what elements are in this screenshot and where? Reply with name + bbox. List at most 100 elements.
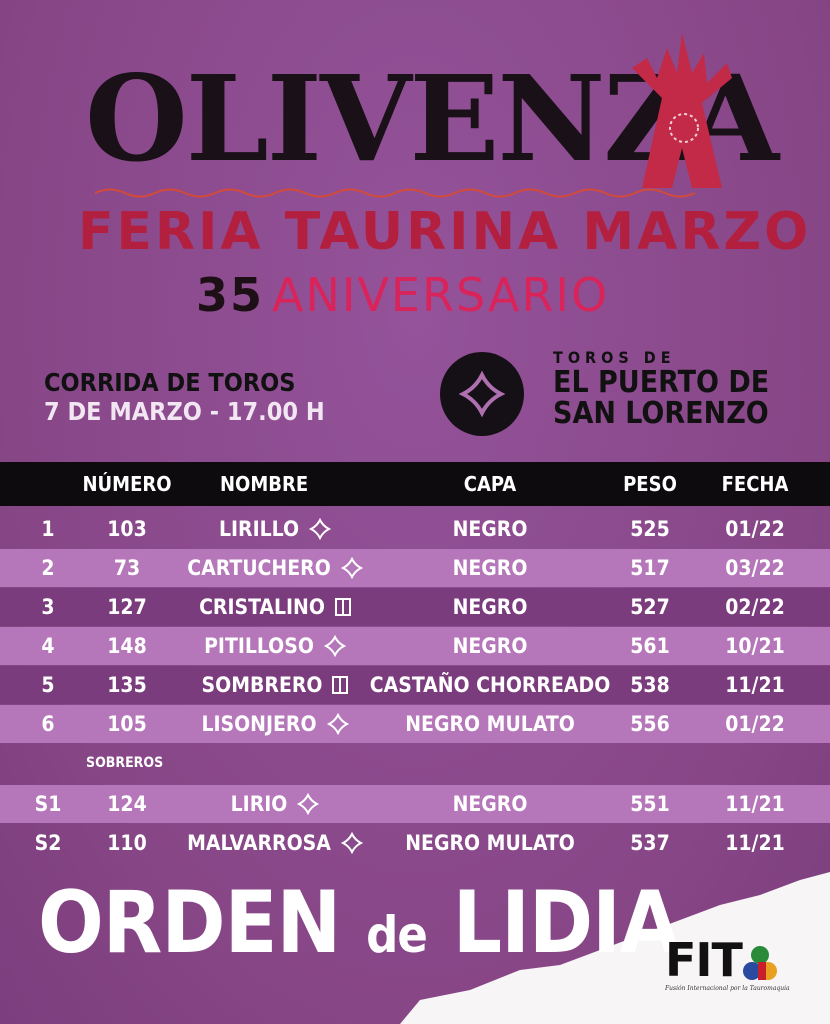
cross-brand-icon xyxy=(459,371,505,417)
row-peso: 527 xyxy=(630,595,670,619)
ganaderia-prefix: TOROS DE xyxy=(553,348,676,367)
cross-brand-icon xyxy=(326,713,349,735)
title-lidia: LIDIA xyxy=(426,873,680,973)
title-de: de xyxy=(366,906,428,964)
row-capa: NEGRO xyxy=(452,792,528,816)
row-index: S1 xyxy=(34,792,62,816)
ganaderia-name-2: SAN LORENZO xyxy=(553,396,769,431)
col-capa: CAPA xyxy=(463,472,517,496)
row-peso: 537 xyxy=(630,831,670,855)
ganaderia-name-1: EL PUERTO DE xyxy=(553,365,770,400)
table-row: 4 148 PITILLOSO NEGRO 561 10/21 xyxy=(0,627,830,665)
row-nombre-cell: CRISTALINO xyxy=(170,588,380,626)
row-capa: NEGRO xyxy=(452,595,528,619)
row-index: 1 xyxy=(41,517,55,541)
row-capa: NEGRO MULATO xyxy=(405,831,575,855)
table-header: NÚMERO NOMBRE CAPA PESO FECHA xyxy=(0,462,830,506)
row-numero: 148 xyxy=(107,634,147,658)
row-numero: 103 xyxy=(107,517,147,541)
row-fecha: 10/21 xyxy=(725,634,785,658)
table-row: 1 103 LIRILLO NEGRO 525 01/22 xyxy=(0,510,830,548)
row-peso: 517 xyxy=(630,556,670,580)
row-nombre: SOMBRERO xyxy=(201,673,323,697)
event-info: CORRIDA DE TOROS 7 DE MARZO - 17.00 H xyxy=(44,368,325,426)
row-numero: 135 xyxy=(107,673,147,697)
row-capa: CASTAÑO CHORREADO xyxy=(369,673,611,697)
row-peso: 556 xyxy=(630,712,670,736)
square-brand-icon xyxy=(334,598,351,616)
table-row: S1 124 LIRIO NEGRO 551 11/21 xyxy=(0,785,830,823)
row-nombre: PITILLOSO xyxy=(204,634,314,658)
row-peso: 561 xyxy=(630,634,670,658)
row-capa: NEGRO xyxy=(452,517,528,541)
row-numero: 73 xyxy=(113,556,141,580)
row-index: 3 xyxy=(41,595,55,619)
table-row: 5 135 SOMBRERO CASTAÑO CHORREADO 538 11/… xyxy=(0,666,830,704)
fit-logo-text: FIT xyxy=(665,933,743,987)
row-index: 5 xyxy=(41,673,55,697)
event-date: 7 DE MARZO - 17.00 H xyxy=(44,397,325,426)
row-nombre: MALVARROSA xyxy=(187,831,331,855)
anniversary-text: ANIVERSARIO xyxy=(272,268,610,322)
row-nombre: CARTUCHERO xyxy=(187,556,331,580)
row-fecha: 03/22 xyxy=(725,556,785,580)
anniversary: 35 ANIVERSARIO xyxy=(196,272,609,318)
anniversary-number: 35 xyxy=(196,268,265,322)
row-nombre-cell: LIRILLO xyxy=(170,510,380,548)
orden-de-lidia-title: ORDEN de LIDIA xyxy=(38,880,680,966)
crown-logo-icon xyxy=(632,33,732,188)
row-nombre: LISONJERO xyxy=(201,712,317,736)
cross-brand-icon xyxy=(309,518,332,540)
row-nombre: LIRILLO xyxy=(218,517,300,541)
col-nombre: NOMBRE xyxy=(220,472,309,496)
col-numero: NÚMERO xyxy=(82,472,172,496)
row-peso: 538 xyxy=(630,673,670,697)
cross-brand-icon xyxy=(297,793,320,815)
event-title: CORRIDA DE TOROS xyxy=(44,368,296,397)
row-fecha: 11/21 xyxy=(725,673,785,697)
row-capa: NEGRO xyxy=(452,634,528,658)
row-peso: 525 xyxy=(630,517,670,541)
row-index: 4 xyxy=(41,634,55,658)
table-row: 6 105 LISONJERO NEGRO MULATO 556 01/22 xyxy=(0,705,830,743)
row-capa: NEGRO MULATO xyxy=(405,712,575,736)
ganaderia: TOROS DE EL PUERTO DE SAN LORENZO xyxy=(553,348,769,429)
col-fecha: FECHA xyxy=(721,472,789,496)
title-orden: ORDEN xyxy=(38,873,367,973)
row-fecha: 01/22 xyxy=(725,517,785,541)
row-nombre-cell: SOMBRERO xyxy=(170,666,380,704)
row-fecha: 11/21 xyxy=(725,792,785,816)
row-nombre-cell: MALVARROSA xyxy=(170,824,380,862)
row-capa: NEGRO xyxy=(452,556,528,580)
row-numero: 105 xyxy=(107,712,147,736)
cross-brand-icon xyxy=(340,832,363,854)
row-index: S2 xyxy=(34,831,62,855)
row-nombre: CRISTALINO xyxy=(199,595,325,619)
row-numero: 110 xyxy=(107,831,147,855)
row-nombre-cell: CARTUCHERO xyxy=(170,549,380,587)
fit-tagline: Fusión Internacional por la Tauromaquia xyxy=(665,985,790,992)
row-index: 6 xyxy=(41,712,55,736)
col-peso: PESO xyxy=(623,472,677,496)
row-nombre-cell: LIRIO xyxy=(170,785,380,823)
cross-brand-icon xyxy=(340,557,363,579)
feria-title: FERIA TAURINA MARZO xyxy=(78,202,812,262)
ganaderia-brand-badge xyxy=(440,352,524,436)
sobreros-label: SOBREROS xyxy=(86,755,164,771)
row-index: 2 xyxy=(41,556,55,580)
table-row: 3 127 CRISTALINO NEGRO 527 02/22 xyxy=(0,588,830,626)
row-fecha: 11/21 xyxy=(725,831,785,855)
row-nombre: LIRIO xyxy=(230,792,288,816)
row-nombre-cell: LISONJERO xyxy=(170,705,380,743)
square-brand-icon xyxy=(332,676,349,694)
table-row: S2 110 MALVARROSA NEGRO MULATO 537 11/21 xyxy=(0,824,830,862)
row-fecha: 01/22 xyxy=(725,712,785,736)
row-fecha: 02/22 xyxy=(725,595,785,619)
table-row: 2 73 CARTUCHERO NEGRO 517 03/22 xyxy=(0,549,830,587)
fit-logo: FIT Fusión Internacional por la Tauromaq… xyxy=(665,937,790,992)
row-peso: 551 xyxy=(630,792,670,816)
row-numero: 127 xyxy=(107,595,147,619)
row-nombre-cell: PITILLOSO xyxy=(170,627,380,665)
flags-icon xyxy=(742,946,777,980)
